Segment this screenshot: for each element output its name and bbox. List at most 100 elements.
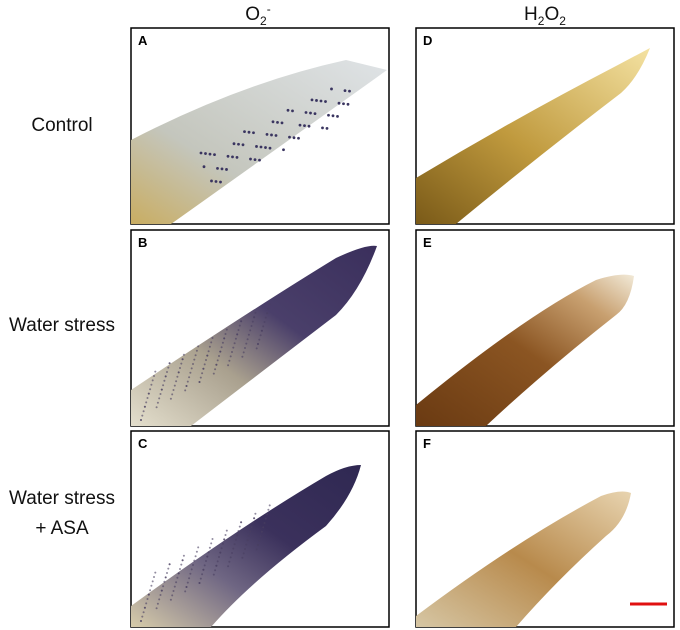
header-text: O (544, 4, 559, 25)
stain-dot (227, 565, 230, 568)
stain-dot (173, 384, 176, 387)
header-superscript: - (267, 2, 271, 16)
stain-dot (291, 109, 294, 113)
stain-dot (249, 157, 252, 161)
stain-dot (150, 383, 153, 386)
stain-dot (195, 349, 198, 352)
stain-dot (228, 359, 231, 362)
stain-dot (140, 419, 142, 421)
stain-dot (218, 556, 220, 558)
stain-dot (171, 393, 174, 396)
stain-dot (147, 593, 150, 596)
stain-dot (159, 393, 162, 395)
stain-dot (143, 606, 146, 609)
stain-dot (214, 569, 217, 572)
stain-dot (168, 362, 171, 365)
stain-dot (167, 366, 170, 369)
stain-dot (180, 362, 183, 365)
stain-dot (265, 133, 269, 136)
stain-dot (226, 154, 230, 158)
stain-dot (181, 559, 184, 562)
stain-dot (154, 571, 157, 574)
stain-dot (204, 152, 207, 155)
stain-dot (327, 113, 330, 117)
header-subscript: 2 (559, 14, 566, 28)
stain-dot (246, 539, 249, 542)
stain-dot (258, 158, 261, 162)
stain-dot (141, 615, 144, 618)
stain-dot (268, 504, 271, 507)
stain-dot (257, 544, 259, 546)
stain-dot (167, 567, 170, 570)
stain-dot (197, 546, 200, 549)
stain-dot (184, 590, 187, 593)
stain-dot (319, 99, 323, 103)
stain-dot (348, 89, 351, 93)
stain-dot (259, 334, 262, 337)
stain-dot (238, 324, 241, 327)
stain-dot (216, 560, 219, 563)
stain-dot (227, 364, 230, 367)
stain-dot (251, 521, 254, 524)
stain-dot (169, 598, 172, 601)
stain-dot (321, 126, 324, 130)
stain-dot (199, 577, 202, 580)
stain-dot (235, 156, 239, 159)
stain-dot (243, 130, 246, 134)
stain-dot (242, 351, 245, 354)
stain-dot (188, 577, 191, 580)
stain-dot (205, 560, 207, 562)
stain-dot (207, 551, 210, 554)
stain-dot (175, 380, 178, 383)
stain-dot (141, 414, 144, 417)
stain-dot (307, 124, 311, 128)
stain-dot (150, 584, 153, 587)
column-header: H2O2 (524, 4, 566, 28)
stain-dot (213, 153, 216, 157)
stain-dot (211, 538, 214, 540)
stain-dot (190, 367, 193, 370)
micrograph-leaf (131, 60, 387, 224)
stain-dot (245, 543, 248, 546)
stain-dot (223, 538, 226, 541)
stain-dot (264, 316, 267, 319)
stain-dot (221, 542, 224, 545)
stain-dot (232, 547, 235, 550)
stain-dot (214, 180, 218, 183)
stain-dot (203, 363, 206, 366)
panel: F (415, 430, 675, 628)
row-label: Control (31, 115, 92, 136)
stain-dot (264, 146, 267, 149)
stain-dot (337, 101, 341, 105)
stain-dot (228, 560, 231, 563)
stain-dot (199, 376, 202, 379)
stain-dot (234, 337, 237, 340)
stain-dot (298, 123, 302, 127)
stain-dot (309, 111, 312, 115)
stain-dot (211, 337, 214, 339)
stain-dot (153, 576, 155, 578)
stain-dot (246, 338, 249, 341)
stain-dot (164, 576, 167, 579)
stain-dot (304, 111, 308, 114)
stain-dot (189, 371, 192, 374)
stain-dot (260, 329, 263, 332)
column-header: O2- (245, 2, 270, 28)
stain-dot (233, 342, 236, 345)
stain-dot (169, 397, 172, 400)
stain-dot (244, 347, 246, 349)
stain-dot (142, 611, 145, 614)
stain-dot (237, 142, 240, 146)
stain-dot (151, 580, 154, 583)
header-subscript: 2 (538, 14, 545, 28)
stain-dot (158, 397, 161, 400)
stain-dot (181, 358, 184, 361)
stain-dot (184, 389, 187, 392)
panel-letter: B (138, 235, 147, 250)
stain-dot (175, 581, 178, 584)
stain-dot (310, 98, 314, 102)
stain-dot (212, 573, 215, 576)
micrograph-leaf (416, 274, 634, 426)
stain-dot (193, 559, 196, 562)
stain-dot (159, 594, 162, 596)
